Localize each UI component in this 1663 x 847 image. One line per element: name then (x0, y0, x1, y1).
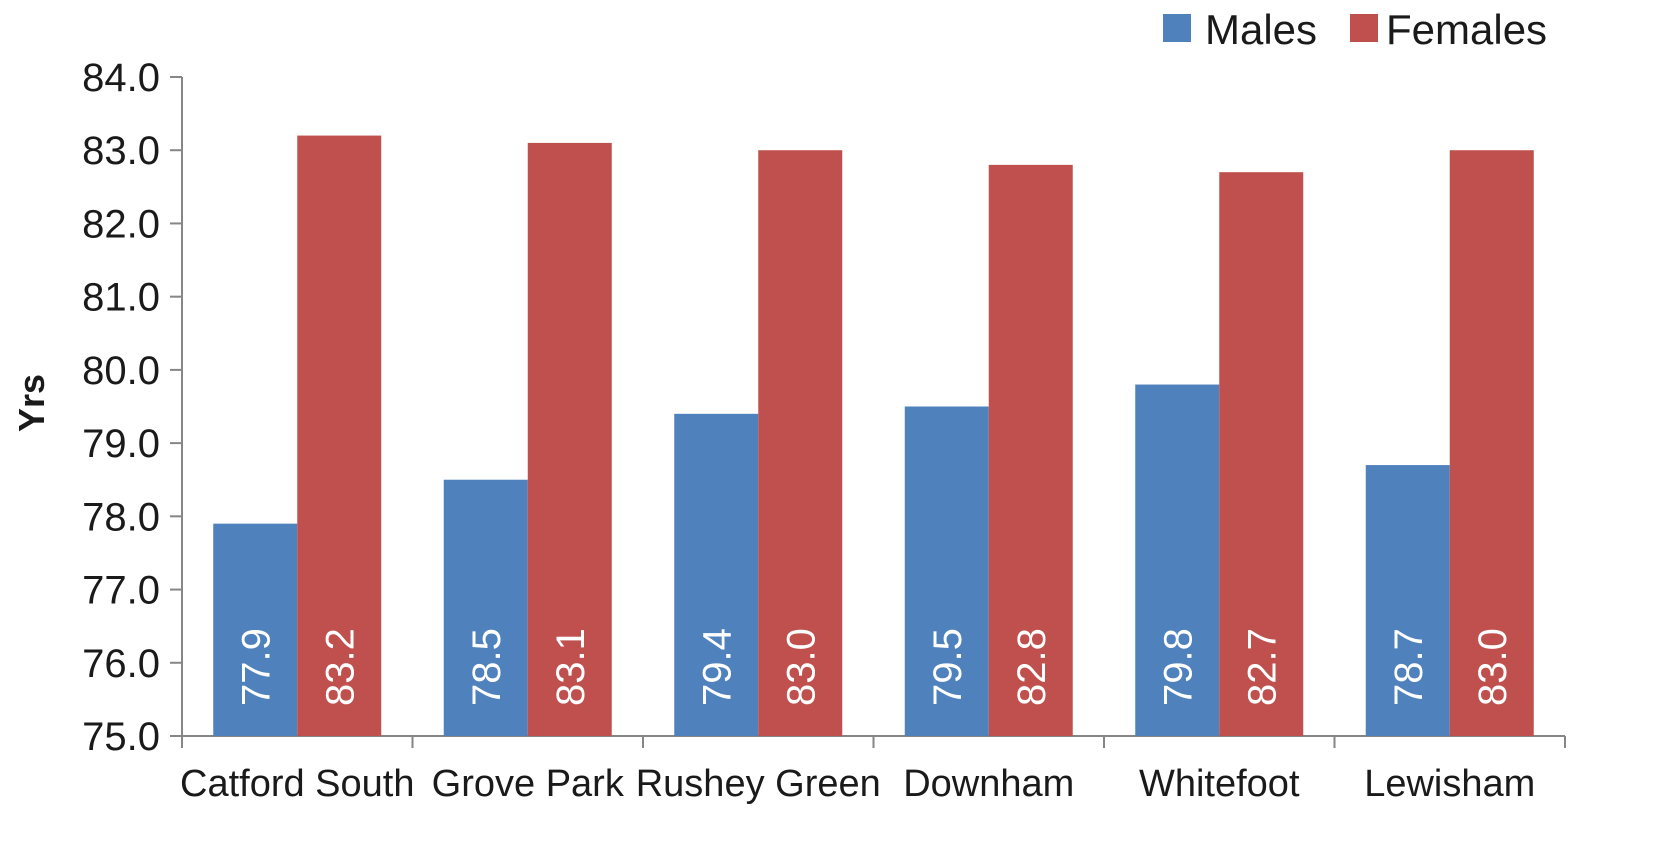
x-tick-label: Rushey Green (636, 763, 881, 805)
x-tick-label: Lewisham (1364, 763, 1535, 805)
y-tick-label: 83.0 (82, 129, 160, 173)
y-tick-label: 80.0 (82, 349, 160, 393)
data-label: 83.2 (318, 628, 362, 706)
bar-females-downham (988, 164, 1073, 736)
legend-label-females: Females (1386, 6, 1547, 53)
bar-males-rushey-green (674, 413, 759, 736)
x-tick-label: Downham (903, 763, 1074, 805)
data-label: 77.9 (234, 628, 278, 706)
legend-label-males: Males (1205, 6, 1317, 53)
bar-females-lewisham (1449, 150, 1534, 736)
bar-males-grove-park (443, 479, 528, 736)
bar-females-catford-south (297, 135, 382, 737)
bar-females-grove-park (527, 142, 612, 736)
data-label: 82.7 (1240, 628, 1284, 706)
x-tick-label: Grove Park (432, 763, 625, 805)
bar-males-whitefoot (1135, 384, 1220, 736)
y-tick-label: 76.0 (82, 642, 160, 686)
data-label: 78.7 (1387, 628, 1431, 706)
data-label: 83.1 (549, 628, 593, 706)
y-tick-label: 77.0 (82, 569, 160, 613)
data-label: 79.5 (926, 628, 970, 706)
y-axis: 75.0 76.0 77.0 78.0 79.0 80.0 81.0 82.0 83.0 84.0 (82, 56, 183, 759)
bar-females-whitefoot (1219, 172, 1304, 736)
legend-swatch-females (1350, 14, 1378, 42)
y-tick-label: 84.0 (82, 56, 160, 100)
y-tick-label: 82.0 (82, 202, 160, 246)
data-label: 79.4 (695, 628, 739, 706)
bar-males-catford-south (213, 523, 298, 736)
x-tick-label: Whitefoot (1139, 763, 1300, 805)
data-label: 83.0 (779, 628, 823, 706)
data-label: 83.0 (1471, 628, 1515, 706)
data-label: 82.8 (1010, 628, 1054, 706)
data-label: 79.8 (1156, 628, 1200, 706)
y-tick-label: 79.0 (82, 422, 160, 466)
bar-males-lewisham (1365, 465, 1450, 736)
legend: Males Females (1163, 6, 1547, 53)
bars (213, 135, 1534, 737)
x-tick-label: Catford South (180, 763, 414, 805)
data-labels: 77.9 78.5 79.4 79.5 79.8 78.7 83.2 83.1 83.0 82.8… (234, 628, 1515, 706)
y-tick-label: 78.0 (82, 495, 160, 539)
y-axis-title: Yrs (11, 374, 52, 432)
data-label: 78.5 (465, 628, 509, 706)
x-axis: Catford South Grove Park Rushey Green Downh… (180, 735, 1566, 805)
y-tick-label: 75.0 (82, 715, 160, 759)
legend-swatch-males (1163, 14, 1191, 42)
y-tick-label: 81.0 (82, 276, 160, 320)
bar-males-downham (904, 406, 989, 736)
bar-females-rushey-green (758, 150, 843, 736)
